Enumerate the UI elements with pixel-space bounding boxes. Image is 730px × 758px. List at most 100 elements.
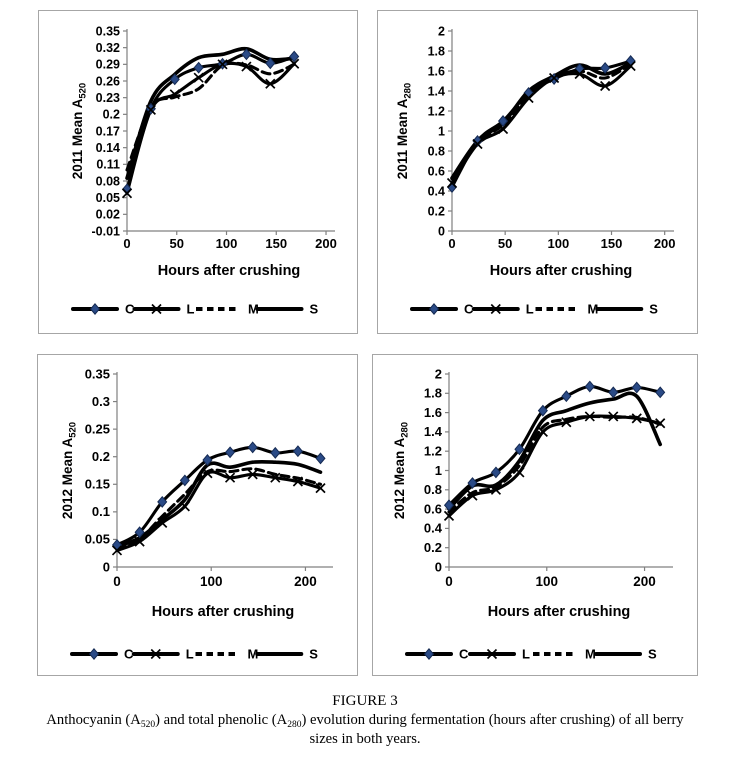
diamond-marker (497, 115, 509, 127)
legend-label-S: S (310, 302, 319, 317)
x-marker (486, 648, 498, 660)
x-marker (446, 177, 458, 189)
desc-part-b: ) and total phenolic (A (155, 712, 288, 728)
series-line-C (450, 59, 633, 189)
x-tick-label: 200 (633, 574, 656, 589)
legend-label-L: L (522, 647, 530, 662)
series-lines (125, 46, 296, 195)
chart-svg: 0.35 0.32 0.29 0.26 0.23 0.2 0.17 0.14 0.11 0.08 0… (70, 24, 337, 317)
x-marker (514, 467, 525, 478)
x-axis-label: Hours after crushing (488, 604, 631, 620)
y-tick-label: 0.23 (96, 91, 120, 105)
diamond-marker (202, 454, 213, 466)
y-tick-label: 0.4 (428, 184, 445, 198)
y-axis-label: 2012 Mean A280 (392, 422, 411, 519)
legend-label-C: C (125, 302, 135, 317)
y-tick-label: 0.15 (85, 477, 110, 492)
y-tick-label: 2 (438, 24, 445, 38)
x-marker (497, 123, 509, 135)
x-marker (150, 648, 161, 660)
y-tick-label: 0.35 (96, 24, 120, 38)
diamond-marker (247, 441, 258, 454)
figure-label: FIGURE 3 (332, 693, 398, 709)
series-line-S (125, 46, 296, 180)
series-line-L (115, 470, 323, 553)
x-marker (561, 417, 572, 428)
x-marker (548, 72, 560, 84)
x-tick-label: 50 (170, 236, 184, 251)
diamond-marker (428, 303, 440, 315)
series-line-C (115, 445, 323, 547)
x-marker (523, 92, 534, 104)
x-marker (584, 411, 595, 422)
y-tick-label: 0 (438, 224, 445, 238)
x-marker (224, 472, 236, 483)
y-tick-label: 1.2 (424, 444, 442, 459)
x-tick-label: 200 (294, 574, 317, 589)
diamond-marker (270, 446, 281, 459)
x-tick-label: 50 (498, 236, 512, 251)
y-tick-label: 0.8 (428, 144, 445, 158)
desc-line2: sizes in both years. (309, 731, 421, 747)
y-tick-label: 0.25 (85, 421, 110, 436)
legend-label-C: C (124, 647, 134, 662)
x-marker (145, 104, 156, 115)
diamond-marker (608, 386, 619, 399)
y-tick-label: 0.05 (85, 532, 110, 547)
x-marker (655, 418, 666, 429)
diamond-marker (443, 499, 455, 512)
legend-label-L: L (186, 647, 194, 662)
y-tick-label: 1 (438, 124, 445, 138)
x-axis: 0 100 200 (113, 566, 333, 589)
y-tick-label: 1.6 (428, 64, 445, 78)
y-tick-label: 1.4 (424, 424, 443, 439)
x-tick-label: 200 (654, 236, 676, 251)
x-marker (292, 476, 304, 487)
chart-panel-2012-a520: 0.35 0.3 0.25 0.2 0.15 0.1 0.05 0 0 100 200 2012 Me… (37, 354, 358, 676)
x-marker (265, 78, 276, 89)
diamond-marker (655, 386, 666, 399)
chart-svg: 2 1.8 1.6 1.4 1.2 1 0.8 0.6 0.4 0.2 00 100 200 2012 M… (392, 366, 673, 662)
x-marker (121, 188, 133, 199)
y-axis: 0.35 0.32 0.29 0.26 0.23 0.2 0.17 0.14 0.11 0.08 0… (92, 24, 128, 238)
series-line-L (447, 414, 662, 518)
x-marker (490, 484, 502, 495)
x-marker (111, 545, 123, 556)
diamond-marker (241, 48, 252, 61)
y-tick-label: 1.8 (424, 386, 442, 401)
series-lines (115, 445, 323, 553)
diamond-marker (584, 380, 595, 393)
diamond-marker (315, 452, 326, 465)
x-tick-label: 0 (113, 574, 121, 589)
diamond-marker (514, 443, 525, 456)
x-marker (537, 426, 548, 438)
legend-label-M: M (248, 302, 259, 317)
diamond-marker (225, 446, 236, 459)
diamond-marker (631, 381, 642, 394)
diamond-marker (600, 62, 611, 74)
y-axis: 0.35 0.3 0.25 0.2 0.15 0.1 0.05 0 (85, 366, 118, 574)
diamond-marker (134, 526, 145, 539)
series-line-C (447, 384, 662, 507)
series-lines (447, 384, 662, 518)
legend-label-L: L (187, 302, 195, 317)
diamond-marker (169, 73, 180, 86)
legend-label-M: M (585, 647, 596, 662)
figure-caption: FIGURE 3 Anthocyanin (A520) and total ph… (0, 692, 730, 749)
x-marker (467, 490, 478, 501)
chart-panel-2011-a520: 0.35 0.32 0.29 0.26 0.23 0.2 0.17 0.14 0.11 0.08 0… (38, 10, 358, 334)
x-marker (608, 411, 619, 422)
y-axis-label: 2011 Mean A280 (395, 83, 414, 179)
x-marker (241, 61, 252, 72)
diamond-marker (193, 61, 204, 74)
legend-label-S: S (649, 302, 658, 317)
x-marker (151, 303, 162, 315)
diamond-marker (265, 57, 276, 70)
diamond-marker (561, 390, 572, 403)
series-markers (111, 441, 326, 556)
x-marker (315, 483, 326, 494)
x-marker (134, 536, 145, 547)
x-tick-label: 100 (547, 236, 569, 251)
x-tick-label: 0 (123, 236, 130, 251)
